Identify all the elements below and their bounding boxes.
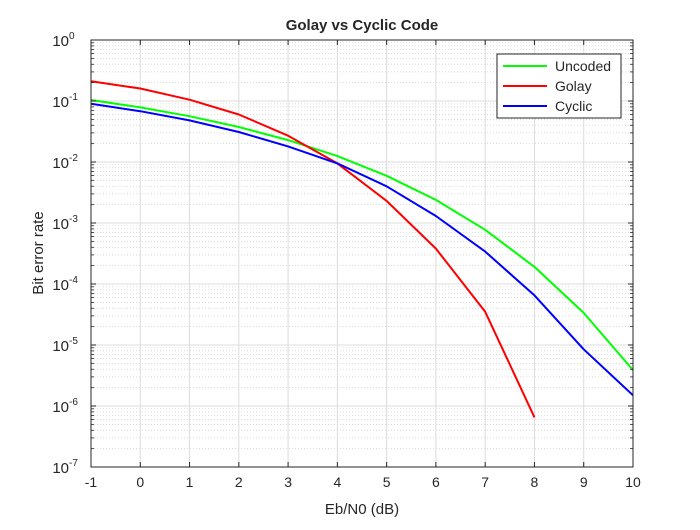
x-tick-label: 4: [333, 474, 341, 490]
y-tick-exponent: -1: [69, 92, 78, 103]
legend-label-golay: Golay: [555, 78, 592, 94]
y-tick-exponent: -2: [69, 153, 78, 164]
series-line-golay: [90, 80, 536, 418]
tick-marks: [90, 39, 634, 468]
y-tick-exponent: 0: [69, 31, 75, 42]
y-tick-exponent: -5: [69, 336, 78, 347]
x-tick-label: 9: [580, 474, 588, 490]
x-tick-label: 2: [235, 474, 243, 490]
y-tick-label: 10: [52, 277, 69, 294]
series-layer: [90, 80, 634, 418]
x-axis-label: Eb/N0 (dB): [325, 501, 399, 518]
y-axis-label: Bit error rate: [30, 211, 47, 294]
series-line-uncoded: [90, 99, 634, 371]
y-tick-label: 10: [52, 460, 69, 477]
legend-label-uncoded: Uncoded: [555, 58, 611, 74]
y-tick-exponent: -4: [69, 275, 78, 286]
x-tick-label: 0: [136, 474, 144, 490]
plot-frame: [90, 39, 634, 468]
y-tick-exponent: -6: [69, 397, 78, 408]
y-tick-label: 10: [52, 94, 69, 111]
x-tick-labels: -1 0 1 2 3 4 5 6 7 8 9 10: [85, 474, 641, 490]
x-tick-label: 1: [186, 474, 194, 490]
x-tick-label: 10: [625, 474, 641, 490]
legend-label-cyclic: Cyclic: [555, 98, 592, 114]
x-tick-label: 5: [383, 474, 391, 490]
x-tick-label: -1: [85, 474, 98, 490]
y-tick-label: 10: [52, 399, 69, 416]
chart-title: Golay vs Cyclic Code: [286, 17, 439, 34]
x-tick-label: 7: [481, 474, 489, 490]
legend: Uncoded Golay Cyclic: [496, 53, 622, 119]
y-tick-label: 10: [52, 155, 69, 172]
x-tick-label: 8: [531, 474, 539, 490]
x-tick-label: 3: [284, 474, 292, 490]
series-line-cyclic: [90, 102, 634, 397]
y-tick-label: 10: [52, 33, 69, 50]
y-tick-label: 10: [52, 216, 69, 233]
y-tick-exponent: -7: [69, 458, 78, 469]
y-tick-exponent: -3: [69, 214, 78, 225]
y-tick-label: 10: [52, 338, 69, 355]
minor-grid: [91, 42, 633, 449]
x-tick-label: 6: [432, 474, 440, 490]
